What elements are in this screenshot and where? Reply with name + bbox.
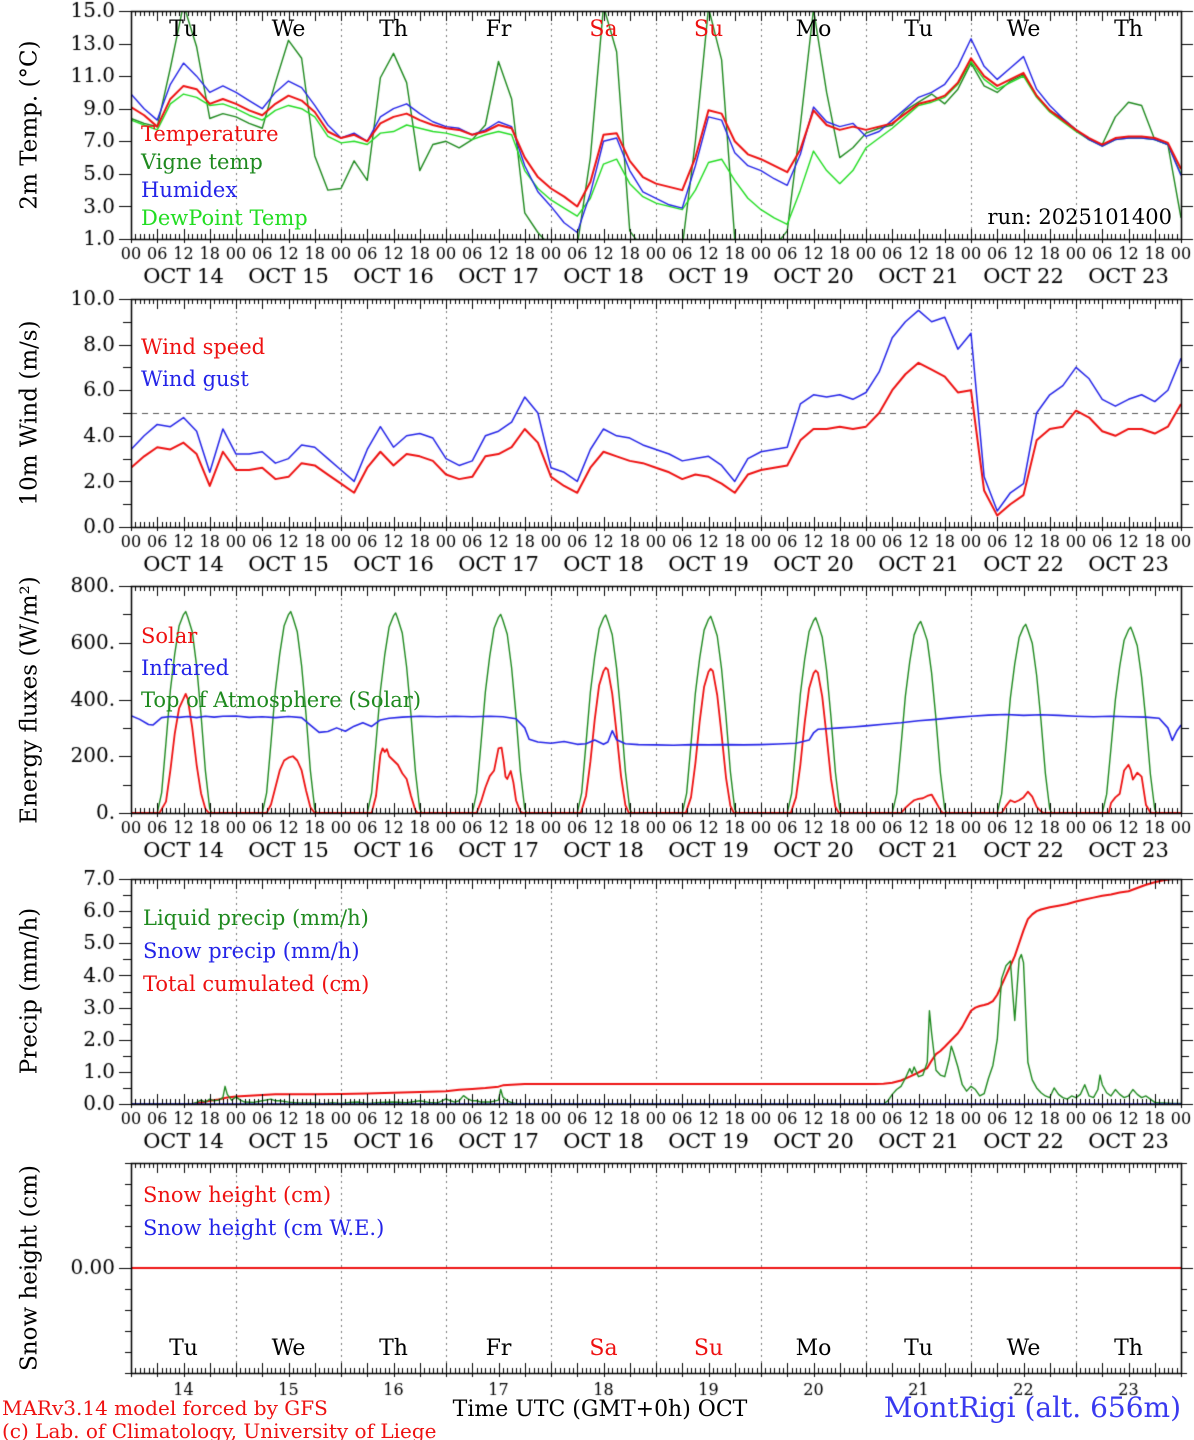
day-label-mo-6: Mo: [795, 1336, 832, 1361]
day-label-th-9: Th: [1114, 17, 1143, 42]
legend-dewpoint-temp: DewPoint Temp: [141, 206, 308, 230]
day-label-sa-4: Sa: [589, 17, 618, 42]
run-timestamp-label: run: 2025101400: [987, 205, 1172, 229]
legend-snow-height: Snow height (cm): [143, 1183, 332, 1207]
day-label-fr-3: Fr: [485, 1336, 512, 1361]
day-label-th-2: Th: [379, 1336, 408, 1361]
day-label-we-8: We: [1006, 1336, 1041, 1361]
legend-top-of-atmosphere: Top of Atmosphere (Solar): [141, 688, 422, 712]
y-axis-title-temperature: 2m Temp. (°C): [16, 40, 43, 210]
legend-infrared: Infrared: [141, 656, 230, 680]
day-label-we-8: We: [1006, 17, 1041, 42]
day-label-we-1: We: [271, 17, 306, 42]
legend-wind-gust: Wind gust: [141, 367, 249, 391]
station-label: MontRigi (alt. 656m): [883, 1391, 1181, 1424]
legend-wind-speed: Wind speed: [141, 335, 266, 359]
copyright-credit-line: (c) Lab. of Climatology, University of L…: [2, 1419, 437, 1440]
model-credit-line: MARv3.14 model forced by GFS: [2, 1396, 328, 1420]
day-label-we-1: We: [271, 1336, 306, 1361]
legend-snow-height-we: Snow height (cm W.E.): [143, 1216, 385, 1240]
day-label-tu-7: Tu: [904, 17, 933, 42]
legend-humidex: Humidex: [141, 178, 238, 202]
legend-vigne-temp: Vigne temp: [141, 150, 263, 174]
day-label-su-5: Su: [693, 17, 724, 42]
day-label-tu-0: Tu: [169, 1336, 198, 1361]
legend-solar: Solar: [141, 624, 198, 648]
day-label-tu-7: Tu: [904, 1336, 933, 1361]
legend-liquid-precip: Liquid precip (mm/h): [143, 906, 369, 930]
day-label-tu-0: Tu: [169, 17, 198, 42]
legend-total-cumulated: Total cumulated (cm): [143, 972, 370, 996]
legend-snow-precip: Snow precip (mm/h): [143, 939, 360, 963]
y-axis-title-wind: 10m Wind (m/s): [16, 320, 43, 506]
day-label-th-2: Th: [379, 17, 408, 42]
day-label-su-5: Su: [693, 1336, 724, 1361]
legend-temperature: Temperature: [141, 122, 279, 146]
day-label-fr-3: Fr: [485, 17, 512, 42]
y-axis-title-snow: Snow height (cm): [16, 1165, 43, 1371]
day-label-mo-6: Mo: [795, 17, 832, 42]
day-label-th-9: Th: [1114, 1336, 1143, 1361]
day-label-sa-4: Sa: [589, 1336, 618, 1361]
y-axis-title-precip: Precip (mm/h): [16, 907, 43, 1075]
y-axis-title-energy: Energy fluxes (W/m²): [16, 576, 43, 824]
time-axis-label: Time UTC (GMT+0h) OCT: [452, 1397, 748, 1422]
